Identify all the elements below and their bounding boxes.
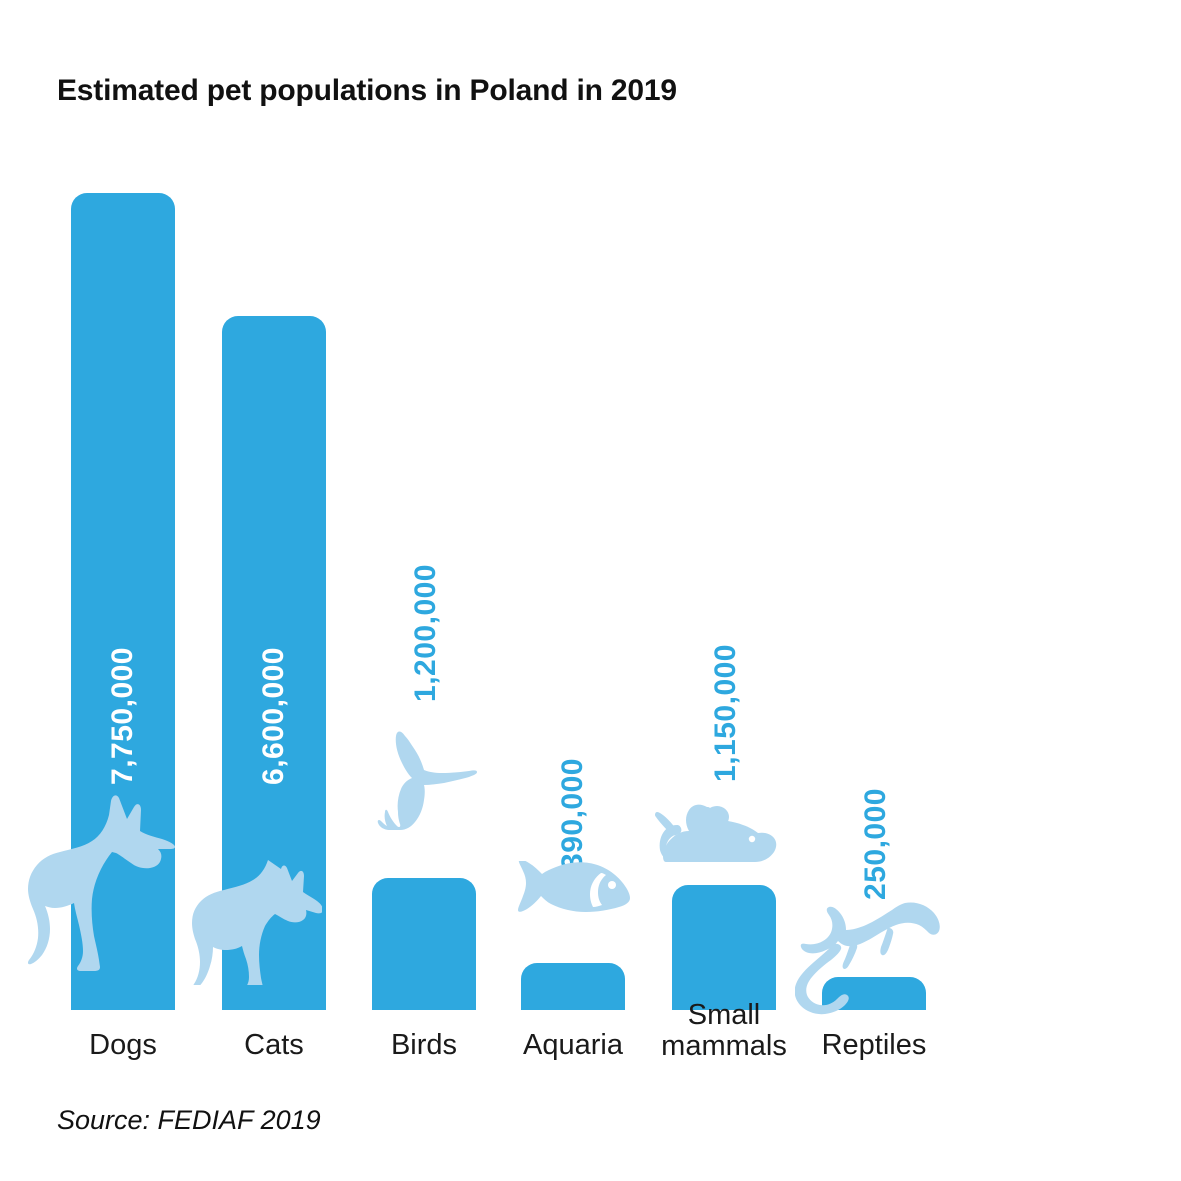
bar-group-reptiles: 250,000 [799,788,949,1010]
source-note: Source: FEDIAF 2019 [57,1105,321,1135]
bar-group-small-mammals: 1,150,000 [649,644,799,1010]
bar-group-birds: 1,200,000 [349,564,499,1010]
value-label-reptiles: 250,000 [859,788,892,900]
bar-group-aquaria: 390,000 [498,758,648,1010]
chart-title: Estimated pet populations in Poland in 2… [57,74,677,107]
category-label-aquaria: Aquaria [523,1029,623,1061]
value-label-aquaria: 390,000 [556,758,589,870]
mouse-icon [655,803,777,865]
value-label-dogs: 7,750,000 [106,647,139,785]
category-label-small-mammals-line2: mammals [661,1030,787,1063]
plot-area: 7,750,000 6,600,000 1,200,000 390,000 1,… [28,193,949,1015]
bar-group-cats: 6,600,000 [199,316,349,1010]
category-label-birds: Birds [390,1029,458,1061]
category-axis: Dogs Cats Birds Aquaria Small mammals Re… [0,999,1181,1090]
bar-aquaria[interactable] [521,963,625,1010]
category-label-cats: Cats [244,1029,304,1061]
value-label-birds: 1,200,000 [409,564,442,702]
bar-reptiles[interactable] [822,977,926,1010]
category-label-reptiles: Reptiles [821,1029,927,1061]
bar-group-dogs: 7,750,000 [48,193,198,1010]
value-label-small-mammals: 1,150,000 [709,644,742,782]
bar-birds[interactable] [372,878,476,1010]
category-label-small-mammals: Small mammals [649,999,799,1063]
bar-dogs[interactable] [71,193,175,1010]
category-label-small-mammals-line1: Small [687,999,761,1031]
bar-small-mammals[interactable] [672,885,776,1010]
category-label-dogs: Dogs [89,1029,157,1061]
value-label-cats: 6,600,000 [257,647,290,785]
bird-icon [377,730,477,830]
